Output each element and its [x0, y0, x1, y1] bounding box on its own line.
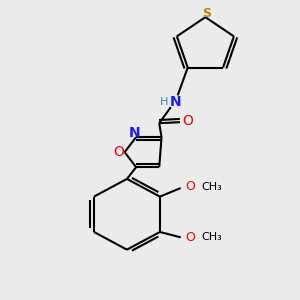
Text: O: O: [185, 231, 195, 244]
Text: CH₃: CH₃: [201, 232, 222, 242]
Text: N: N: [169, 95, 181, 109]
Text: O: O: [113, 145, 124, 159]
Text: CH₃: CH₃: [201, 182, 222, 192]
Text: N: N: [129, 126, 141, 140]
Text: H: H: [160, 97, 168, 107]
Text: O: O: [185, 181, 195, 194]
Text: S: S: [202, 8, 211, 20]
Text: O: O: [183, 114, 194, 128]
